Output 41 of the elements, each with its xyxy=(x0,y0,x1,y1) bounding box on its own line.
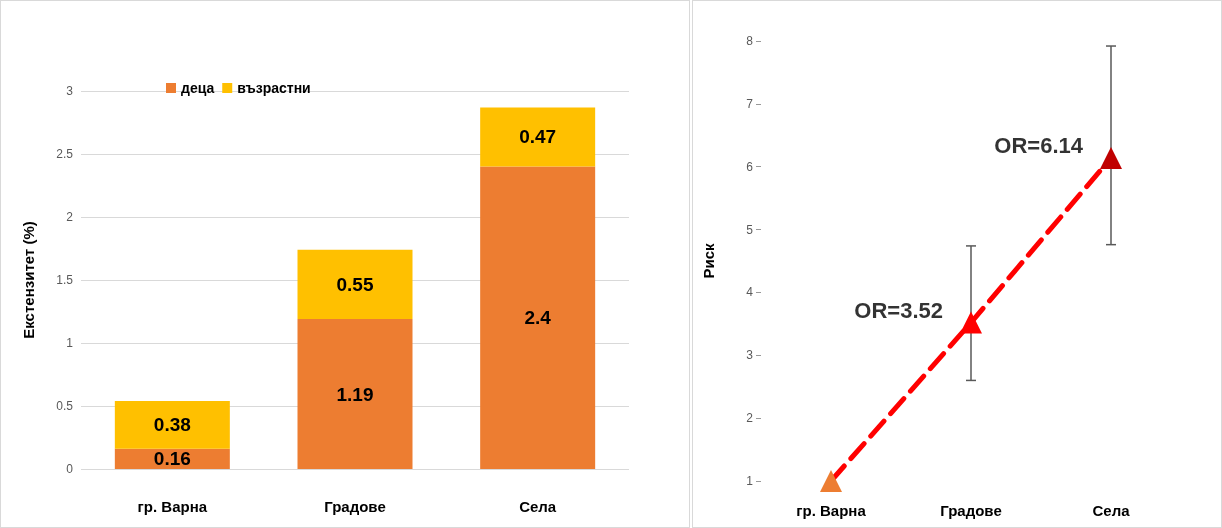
data-label: 0.38 xyxy=(153,414,191,436)
x-tick-label: гр. Варна xyxy=(796,502,867,519)
data-label: 1.19 xyxy=(336,383,374,405)
y-axis-title: Екстензитет (%) xyxy=(20,221,37,339)
y-tick-label: 2 xyxy=(746,411,754,426)
y-tick-label: 7 xyxy=(746,96,754,111)
data-label: 0.55 xyxy=(336,273,374,295)
y-tick-label: 2 xyxy=(66,210,74,224)
bar xyxy=(114,400,230,449)
point xyxy=(1100,146,1122,169)
data-label: 0.16 xyxy=(153,448,191,470)
y-tick-label: 1 xyxy=(746,474,754,488)
x-tick-label: Градове xyxy=(324,498,386,515)
x-tick-label: Села xyxy=(1092,502,1131,519)
y-axis-title: Риск xyxy=(700,242,717,279)
x-tick-label: Села xyxy=(519,498,557,515)
data-label: 2.4 xyxy=(524,307,552,329)
bar xyxy=(480,166,596,469)
point xyxy=(820,470,842,492)
y-tick-label: 5 xyxy=(746,222,754,237)
legend-label: възрастни xyxy=(237,80,311,96)
y-tick-label: 3 xyxy=(66,84,74,98)
legend-label: деца xyxy=(181,80,215,96)
y-tick-label: 4 xyxy=(746,285,754,300)
y-tick-label: 1.5 xyxy=(56,273,74,287)
bar xyxy=(480,107,596,167)
y-tick-label: 3 xyxy=(746,348,754,363)
data-label: 0.47 xyxy=(519,126,557,148)
bar xyxy=(297,319,413,469)
y-tick-label: 0 xyxy=(66,462,74,476)
y-tick-label: 6 xyxy=(746,159,754,174)
y-tick-label: 1 xyxy=(66,336,74,350)
x-tick-label: Градове xyxy=(940,502,1002,519)
x-tick-label: гр. Варна xyxy=(137,498,208,515)
annotation: OR=6.14 xyxy=(994,133,1084,159)
bar xyxy=(297,249,413,320)
y-tick-label: 0.5 xyxy=(56,399,74,413)
y-tick-label: 2.5 xyxy=(56,147,74,161)
annotation: OR=3.52 xyxy=(854,298,943,324)
y-tick-label: 8 xyxy=(746,34,754,48)
point xyxy=(960,311,982,334)
